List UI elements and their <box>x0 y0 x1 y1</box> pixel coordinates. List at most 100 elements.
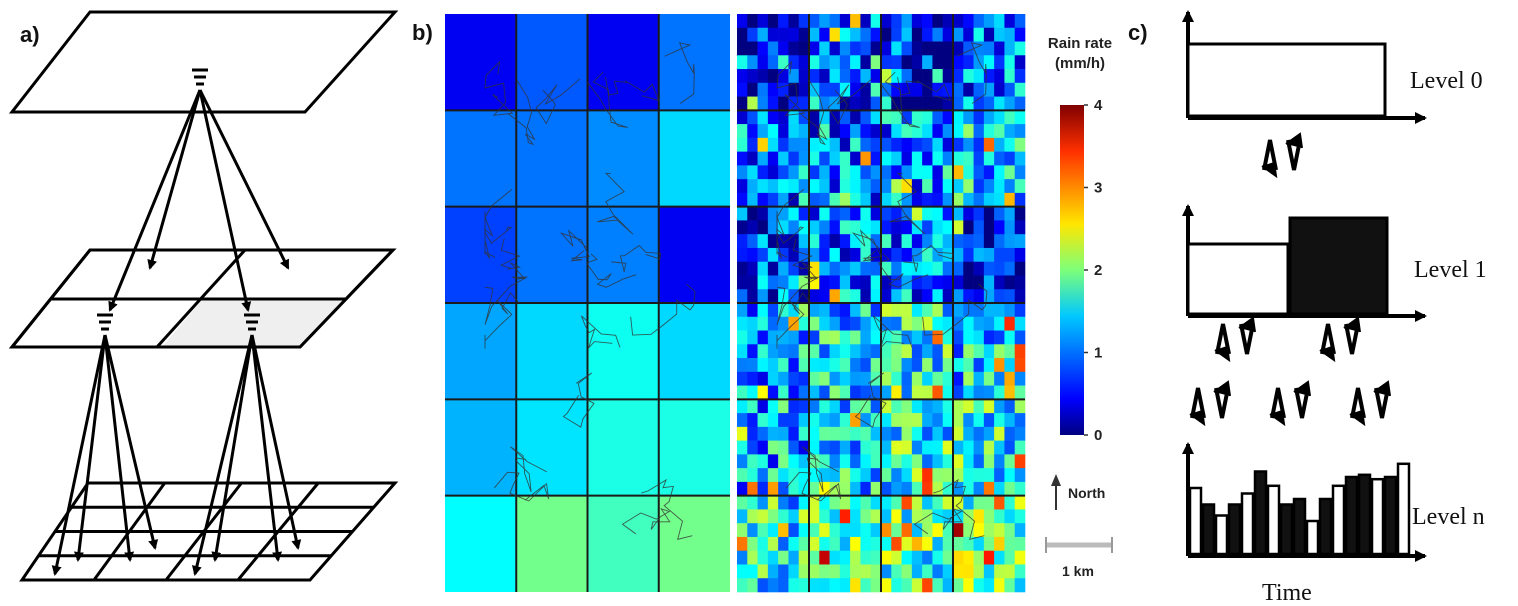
fine-cell <box>788 206 800 221</box>
fine-cell <box>767 426 779 441</box>
fine-cell <box>757 247 769 263</box>
fine-cell <box>778 275 789 290</box>
fine-cell <box>1014 454 1026 469</box>
fine-cell <box>891 303 902 318</box>
coarse-cell <box>516 206 588 303</box>
fine-cell <box>809 385 820 400</box>
fine-cell <box>839 96 851 111</box>
fine-cell <box>1014 316 1026 331</box>
fine-cell <box>1004 564 1016 579</box>
fine-cell <box>994 220 1005 235</box>
fine-cell <box>737 27 748 42</box>
fine-cell <box>891 413 902 428</box>
fine-cell <box>932 82 944 97</box>
fine-cell <box>860 454 872 469</box>
fine-cell <box>839 151 851 166</box>
fine-cell <box>953 440 964 455</box>
fine-cell <box>839 137 851 152</box>
fine-cell <box>839 165 851 180</box>
fine-cell <box>757 426 769 441</box>
fine-cell <box>994 564 1005 579</box>
fine-cell <box>891 468 902 483</box>
road-line <box>535 78 581 125</box>
fine-cell <box>1004 261 1016 276</box>
fine-cell <box>860 137 872 152</box>
fine-cell <box>994 27 1005 42</box>
fine-cell <box>942 275 954 290</box>
fine-cell <box>747 247 758 263</box>
fine-cell <box>942 550 954 565</box>
level-n-bar <box>1188 486 1203 556</box>
fine-cell <box>737 14 748 29</box>
fine-cell <box>891 495 902 510</box>
fine-cell <box>973 413 985 428</box>
fine-cell <box>870 165 882 180</box>
fine-cell <box>809 358 820 373</box>
fine-cell <box>819 468 830 483</box>
fine-cell <box>973 399 985 414</box>
fine-cell <box>757 454 769 469</box>
fine-cell <box>922 151 933 166</box>
fine-cell <box>953 27 964 42</box>
fine-cell <box>922 371 933 386</box>
fine-cell <box>819 69 830 84</box>
fine-cell <box>839 371 851 386</box>
fine-cell <box>1014 550 1026 565</box>
fine-cell <box>747 495 758 510</box>
fine-cell <box>1004 165 1016 180</box>
fine-cell <box>767 550 779 565</box>
fine-cell <box>737 192 748 207</box>
fine-cell <box>922 440 933 455</box>
fine-cell <box>1004 385 1016 400</box>
fine-cell <box>922 564 933 579</box>
fine-cell <box>891 14 902 29</box>
fine-cell <box>798 413 810 428</box>
fine-cell <box>778 509 789 524</box>
fine-cell <box>860 234 872 249</box>
fine-cell <box>850 495 861 510</box>
fine-cell <box>994 69 1005 84</box>
fine-cell <box>870 344 882 359</box>
fine-cell <box>1014 41 1026 56</box>
fine-cell <box>850 344 861 359</box>
fine-cell <box>839 41 851 56</box>
fine-cell <box>798 495 810 510</box>
fine-cell <box>994 151 1005 166</box>
fine-cell <box>953 69 964 84</box>
fine-cell <box>870 55 882 70</box>
fine-cell <box>1004 27 1016 42</box>
fine-cell <box>737 371 748 386</box>
fine-cell <box>819 413 830 428</box>
fine-cell <box>963 550 974 565</box>
grid-line <box>236 482 320 581</box>
level-n-bar <box>1240 492 1255 556</box>
fine-cell <box>860 27 872 42</box>
fine-cell <box>788 413 800 428</box>
fine-cell <box>778 426 789 441</box>
fine-cell <box>1014 289 1026 304</box>
link-arrow-icon <box>1286 139 1302 171</box>
fine-cell <box>932 27 944 42</box>
fine-cell <box>767 27 779 42</box>
fine-cell <box>881 14 892 29</box>
fine-cell <box>983 275 995 290</box>
fine-cell <box>870 413 882 428</box>
fine-cell <box>870 330 882 345</box>
level-0-label: Level 0 <box>1410 68 1483 94</box>
fine-cell <box>829 578 841 593</box>
fine-cell <box>973 495 985 510</box>
coarse-cell <box>445 14 517 111</box>
fine-cell <box>942 578 954 593</box>
road-line <box>851 229 882 262</box>
fine-cell <box>994 110 1005 125</box>
fine-cell <box>809 247 820 263</box>
refinement-arrows <box>51 68 302 576</box>
fine-cell <box>839 523 851 538</box>
fine-cell <box>870 536 882 552</box>
fine-cell <box>881 234 892 249</box>
fine-cell <box>850 578 861 593</box>
fine-cell <box>819 96 830 111</box>
fine-cell <box>757 206 769 221</box>
fine-cell <box>983 41 995 56</box>
fine-cell <box>850 220 861 235</box>
